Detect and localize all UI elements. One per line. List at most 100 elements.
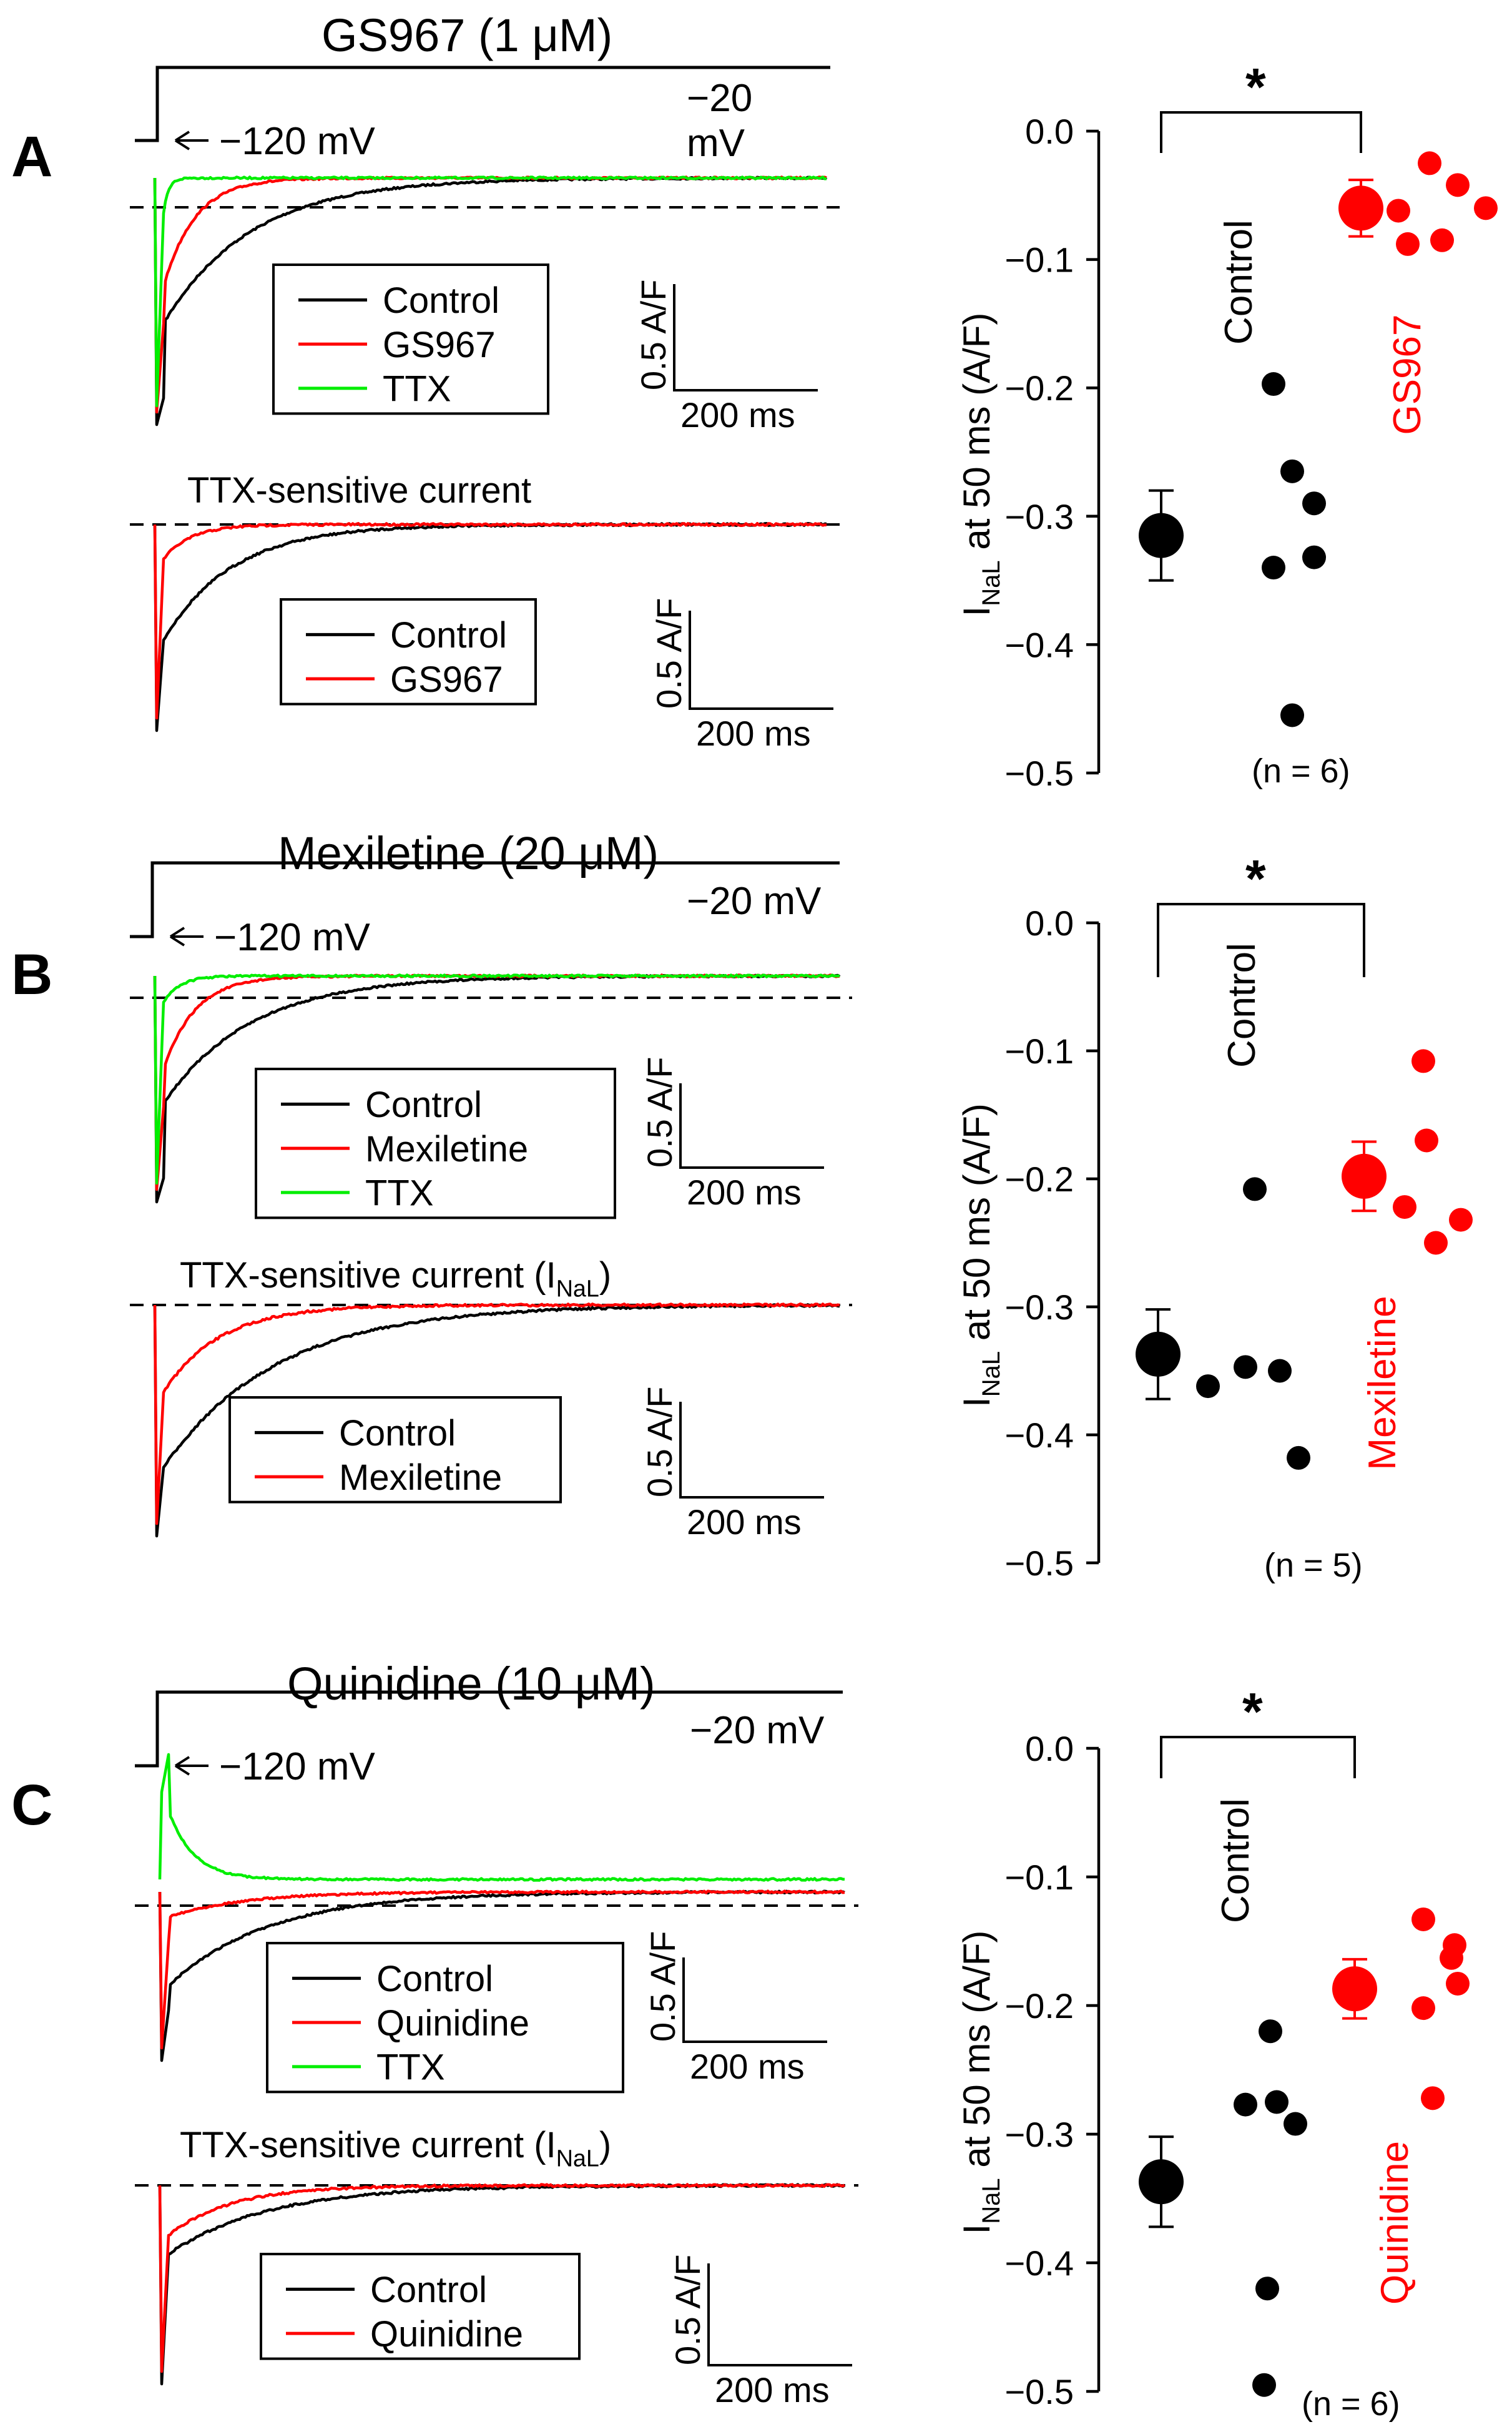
- y-tick-label: −0.3: [1004, 497, 1074, 536]
- legend-label: Mexiletine: [365, 1129, 528, 1169]
- drug-data-point: [1415, 1128, 1438, 1153]
- subtrace-title-rest: ): [599, 1255, 611, 1296]
- drug-data-point: [1424, 1231, 1448, 1255]
- control-group-label: Control: [1217, 220, 1260, 345]
- drug-data-point: [1393, 1195, 1416, 1219]
- arrow-icon: [174, 1756, 209, 1776]
- drug-group-label: Quinidine: [1373, 2141, 1416, 2305]
- significance-star: *: [1245, 849, 1266, 908]
- y-tick-label: −0.3: [1004, 1287, 1074, 1327]
- control-data-point: [1234, 2092, 1257, 2117]
- y-tick-label: −0.4: [1004, 2243, 1074, 2283]
- subtrace-title-rest: ): [599, 2125, 611, 2165]
- n-label: (n = 6): [1302, 2385, 1400, 2423]
- scale-y-label: 0.5 A/F: [643, 1931, 682, 2042]
- scale-y-label: 0.5 A/F: [640, 1387, 679, 1497]
- legend-label: TTX: [383, 369, 451, 410]
- legend-label: Quinidine: [376, 2003, 529, 2044]
- control-data-point: [1259, 2019, 1282, 2044]
- y-tick-label: −0.4: [1004, 625, 1074, 664]
- drug-group-label: Mexiletine: [1361, 1296, 1404, 1470]
- drug-group-label: GS967: [1386, 314, 1429, 435]
- drug-data-point: [1418, 151, 1441, 175]
- control-data-point: [1280, 703, 1304, 727]
- scale-x-label: 200 ms: [680, 395, 795, 435]
- legend-label: GS967: [390, 659, 503, 700]
- legend-box: [280, 598, 537, 706]
- control-data-point: [1280, 459, 1304, 483]
- hold-voltage-label: −120 mV: [214, 916, 371, 959]
- scale-x-label: 200 ms: [687, 1173, 802, 1212]
- scale-bar: [682, 1957, 827, 2043]
- scale-bar: [679, 1083, 824, 1169]
- control-mean-marker: [1139, 2159, 1184, 2205]
- scale-bar: [707, 2263, 852, 2366]
- legend-label: Control: [390, 615, 507, 656]
- drug-mean-marker: [1338, 185, 1383, 231]
- subtrace-title-main: TTX-sensitive current (I: [180, 2125, 556, 2165]
- voltage-protocol: [135, 1690, 843, 1768]
- y-tick-label: −0.1: [1004, 1031, 1074, 1071]
- subtrace-title: TTX-sensitive current: [187, 470, 531, 511]
- y-axis-label-subscript: NaL: [978, 560, 1005, 606]
- subtrace-title-main: TTX-sensitive current (I: [180, 1255, 556, 1296]
- y-tick-label: −0.2: [1004, 1986, 1074, 2026]
- drug-data-point: [1411, 1996, 1435, 2021]
- drug-subtrace: [153, 1302, 840, 1525]
- control-mean-marker: [1136, 1331, 1181, 1377]
- legend-box: [228, 1396, 562, 1504]
- step-voltage-label: mV: [687, 122, 745, 165]
- control-data-point: [1243, 1177, 1267, 1201]
- significance-star: *: [1245, 57, 1266, 116]
- legend-label: Control: [339, 1413, 456, 1454]
- protocol-title: GS967 (1 μM): [322, 9, 612, 61]
- scale-x-label: 200 ms: [690, 2047, 805, 2086]
- y-axis-label-main: I: [956, 1397, 998, 1407]
- control-group-label: Control: [1214, 1798, 1257, 1923]
- y-axis-label-main: I: [956, 2224, 998, 2235]
- y-tick-label: −0.5: [1004, 2372, 1074, 2411]
- control-mean-marker: [1139, 513, 1184, 558]
- voltage-protocol: [135, 66, 830, 142]
- y-axis-label-subscript: NaL: [978, 2178, 1005, 2223]
- scale-bar: [673, 284, 818, 391]
- subtrace-title-subscript: NaL: [556, 2145, 599, 2172]
- control-data-point: [1287, 1445, 1310, 1470]
- y-tick-label: −0.3: [1004, 2115, 1074, 2154]
- legend-label: Control: [376, 1959, 493, 1999]
- significance-bracket: [1157, 903, 1365, 977]
- drug-data-point: [1396, 232, 1420, 256]
- drug-data-point: [1449, 1208, 1473, 1232]
- hold-voltage-label: −120 mV: [219, 120, 376, 163]
- subtrace-title: TTX-sensitive current (INaL): [180, 1255, 611, 1302]
- y-tick-label: −0.2: [1004, 1159, 1074, 1199]
- y-axis-label-rest: at 50 ms (A/F): [956, 313, 998, 561]
- significance-star: *: [1242, 1682, 1263, 1741]
- drug-data-point: [1421, 2086, 1445, 2110]
- drug-data-point: [1387, 199, 1410, 223]
- subtrace-title-subscript: NaL: [556, 1276, 599, 1302]
- scale-y-label: 0.5 A/F: [640, 1057, 679, 1168]
- step-voltage-label: −20: [687, 77, 752, 120]
- control-data-point: [1252, 2373, 1276, 2397]
- n-label: (n = 5): [1264, 1547, 1363, 1584]
- scale-x-label: 200 ms: [715, 2370, 830, 2410]
- panel-letter: A: [11, 125, 52, 189]
- y-axis-label: INaL at 50 ms (A/F): [956, 1103, 1005, 1407]
- control-data-point: [1268, 1359, 1292, 1383]
- scale-bar: [679, 1402, 824, 1499]
- y-tick-label: −0.1: [1004, 1858, 1074, 1897]
- step-voltage-label: −20 mV: [687, 880, 822, 923]
- control-data-point: [1284, 2112, 1307, 2136]
- ttx-trace: [158, 1753, 845, 1882]
- ttx-trace: [153, 175, 827, 408]
- drug-mean-marker: [1342, 1153, 1387, 1199]
- protocol-title: Quinidine (10 μM): [287, 1658, 655, 1710]
- control-group-label: Control: [1220, 943, 1264, 1068]
- control-data-point: [1262, 372, 1285, 396]
- control-data-point: [1234, 1355, 1257, 1379]
- scale-y-label: 0.5 A/F: [668, 2255, 707, 2365]
- panel-letter: C: [11, 1773, 52, 1837]
- legend-label: GS967: [383, 325, 496, 365]
